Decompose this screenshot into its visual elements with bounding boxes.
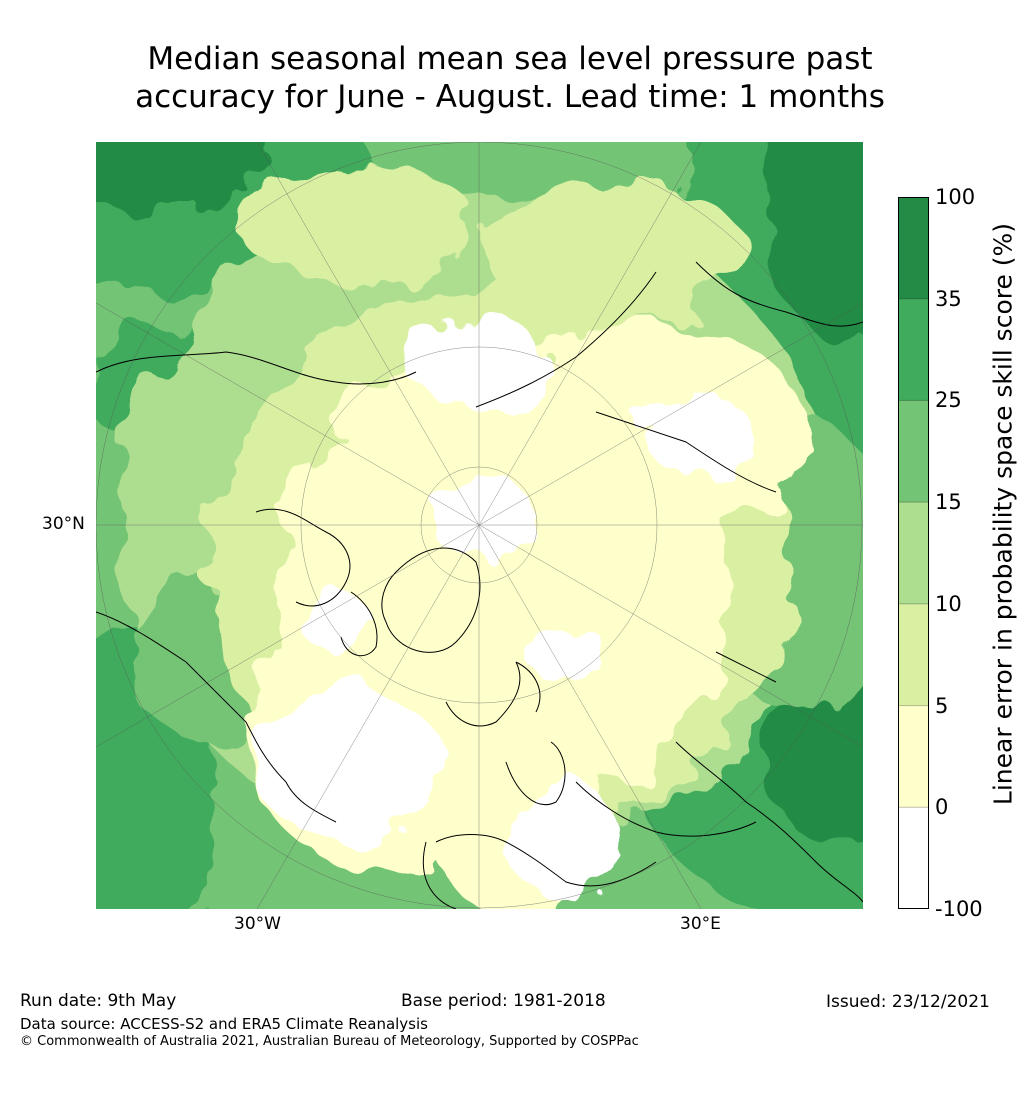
colorbar-tick-label: 100: [935, 185, 976, 209]
coastlines: [96, 261, 863, 909]
colorbar-tick-label: 35: [935, 286, 962, 311]
colorbar-band: [898, 400, 929, 503]
chart-title: Median seasonal mean sea level pressure …: [0, 40, 1020, 116]
colorbar-label: Linear error in probability space skill …: [988, 222, 1018, 806]
colorbar-band: [898, 502, 929, 605]
base-period: Base period: 1981-2018: [401, 991, 606, 1011]
colorbar-tick-label: 25: [935, 388, 962, 413]
run-date: Run date: 9th May: [20, 991, 177, 1011]
polar-map: [96, 142, 863, 909]
skill-field: [96, 142, 863, 909]
data-source: Data source: ACCESS-S2 and ERA5 Climate …: [20, 1015, 428, 1033]
colorbar-tick-label: 10: [935, 591, 962, 616]
colorbar-border: [898, 197, 929, 909]
title-line-2: accuracy for June - August. Lead time: 1…: [135, 79, 885, 115]
graticule: [96, 142, 863, 909]
colorbar: [898, 197, 929, 909]
copyright: © Commonwealth of Australia 2021, Austra…: [20, 1034, 639, 1049]
colorbar-tick-label: 0: [935, 795, 949, 820]
colorbar-band: [898, 603, 929, 707]
colorbar-tick-label: 5: [935, 693, 949, 718]
colorbar-tick-label: -100: [935, 897, 983, 921]
lon-label-30w: 30°W: [234, 914, 281, 934]
lat-label-30n: 30°N: [42, 514, 85, 534]
lon-label-30e: 30°E: [680, 914, 721, 934]
colorbar-band: [898, 807, 929, 909]
colorbar-band: [898, 298, 929, 401]
colorbar-band: [898, 705, 929, 808]
colorbar-tick-label: 15: [935, 490, 962, 515]
title-line-1: Median seasonal mean sea level pressure …: [147, 41, 873, 77]
colorbar-band: [898, 197, 929, 300]
issued-date: Issued: 23/12/2021: [826, 992, 990, 1012]
